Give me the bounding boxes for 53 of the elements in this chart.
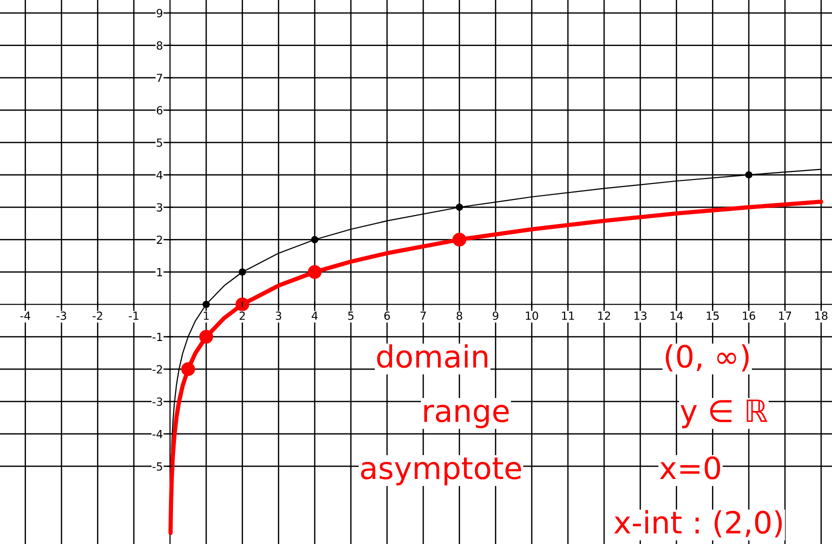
x-tick-label: 2 [240,312,245,320]
x-tick-label: 12 [598,312,610,320]
y-tick-label: -4 [152,430,162,438]
y-tick-label: 5 [156,138,162,147]
annotation: domain [377,344,488,368]
y-tick-label: 6 [156,106,162,114]
y-tick-label: 7 [156,74,162,82]
x-tick-label: 15 [706,312,719,320]
y-tick-label: -2 [152,365,162,374]
y-tick-label: -3 [152,398,162,406]
point [238,268,246,276]
annotation: (0, ∞) [666,344,749,372]
point [181,362,196,376]
y-tick-label: -1 [152,332,162,341]
x-tick-label: 7 [420,312,426,320]
x-tick-label: 8 [456,312,462,320]
x-tick-label: 4 [312,312,318,320]
y-tick-label: 8 [156,41,162,50]
annotation: x=0 [660,456,720,480]
y-tick-label: 3 [156,203,162,212]
point [308,265,322,279]
x-tick-label: 6 [384,312,390,320]
x-tick-label: 5 [348,312,354,320]
point [235,297,250,312]
x-tick-label: 11 [562,312,574,320]
annotation: range [424,404,509,428]
y-tick-label: 1 [157,268,162,276]
x-tick-label: 13 [634,312,646,320]
x-tick-label: 17 [779,312,792,320]
y-tick-label: 9 [156,8,162,18]
x-tick-label: 14 [670,312,683,320]
x-tick-label: -1 [128,312,138,320]
y-tick-label: 4 [156,170,162,180]
y-tick-label: -5 [152,462,162,471]
y-tick-label: 2 [156,236,162,244]
point [452,232,466,247]
point [311,236,318,244]
x-tick-label: -2 [92,312,102,320]
x-tick-label: 18 [815,312,828,320]
point [745,171,752,178]
x-tick-label: 9 [492,312,498,320]
x-tick-label: -4 [20,312,30,320]
x-tick-label: 1 [204,312,209,320]
point [456,204,464,211]
x-tick-label: 3 [276,312,282,320]
x-tick-label: 10 [526,312,538,320]
annotation: asymptote [361,458,522,486]
annotation: x-int : (2,0) [614,510,782,538]
annotation: y ∈ ℝ [680,400,768,428]
point [202,300,210,308]
point [199,330,214,344]
x-tick-label: 16 [742,312,756,320]
x-tick-label: -3 [56,312,66,320]
